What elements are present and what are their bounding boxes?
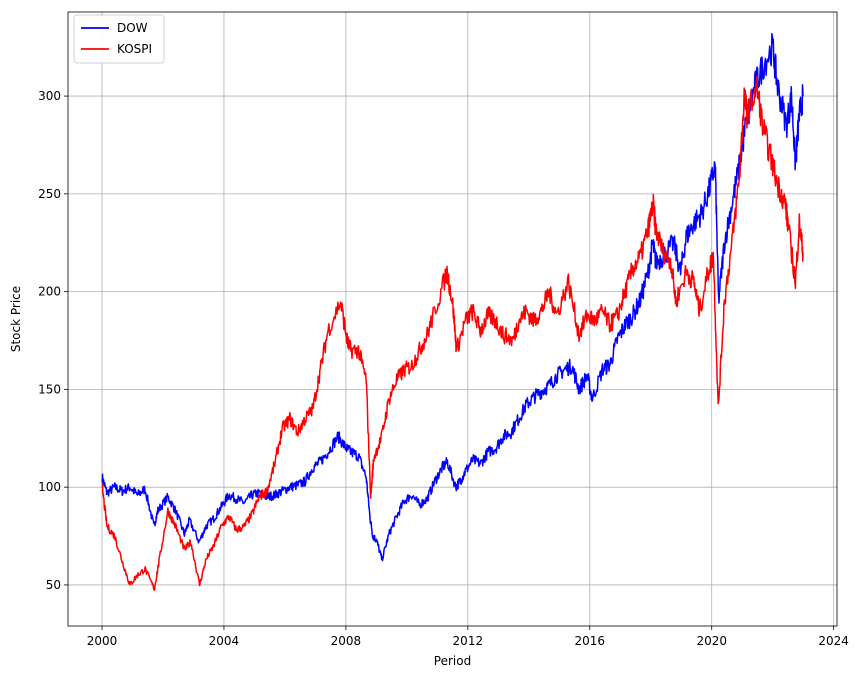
plot-frame	[67, 11, 838, 627]
y-tick-label: 100	[38, 480, 61, 494]
x-tick-label: 2004	[209, 634, 240, 648]
y-axis-label: Stock Price	[9, 286, 23, 352]
x-tick-label: 2024	[818, 634, 849, 648]
legend-box	[73, 14, 165, 64]
x-tick-label: 2016	[575, 634, 606, 648]
x-axis-ticks: 2000 2004 2008 2012 2016 2020 2024	[87, 626, 849, 648]
x-tick-label: 2008	[331, 634, 362, 648]
y-axis-ticks: 50 100 150 200 250 300	[38, 89, 68, 592]
y-tick-label: 200	[38, 285, 61, 299]
legend: DOW KOSPI	[73, 14, 165, 64]
y-tick-label: 300	[38, 89, 61, 103]
y-tick-label: 250	[38, 187, 61, 201]
series-line-kospi	[101, 75, 804, 591]
x-tick-label: 2000	[87, 634, 118, 648]
legend-label-kospi: KOSPI	[117, 42, 152, 56]
series-line-dow	[101, 33, 804, 562]
y-tick-label: 50	[46, 578, 61, 592]
legend-label-dow: DOW	[117, 21, 148, 35]
y-tick-label: 150	[38, 382, 61, 396]
x-tick-label: 2020	[696, 634, 727, 648]
x-tick-label: 2012	[453, 634, 484, 648]
series-lines	[101, 33, 804, 591]
x-axis-label: Period	[434, 654, 471, 668]
